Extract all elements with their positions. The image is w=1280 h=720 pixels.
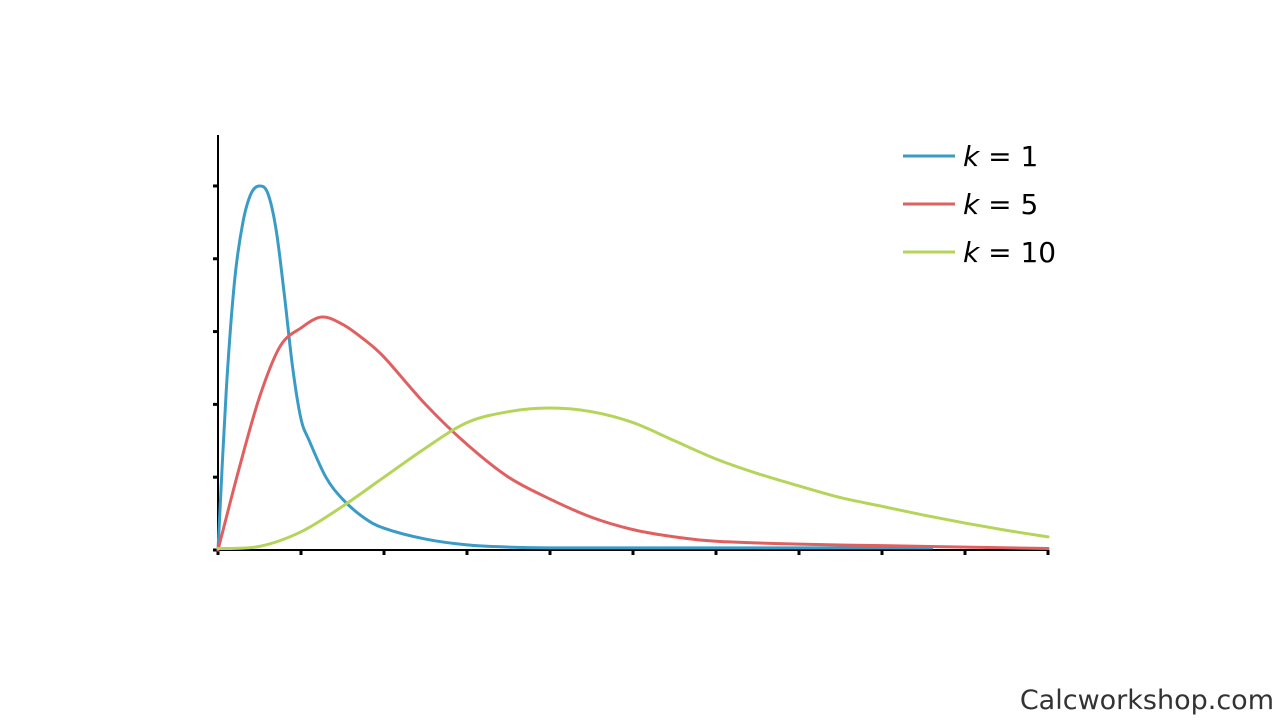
legend-label: k = 5 [963, 188, 1038, 221]
legend-item: k = 5 [903, 188, 1038, 221]
legend-value: = 5 [979, 188, 1038, 221]
legend-var: k [963, 140, 981, 173]
legend-value: = 1 [979, 140, 1038, 173]
legend-label: k = 1 [963, 140, 1038, 173]
legend-var: k [963, 236, 981, 269]
legend-label: k = 10 [963, 236, 1056, 269]
series-line-2 [216, 315, 1050, 552]
legend-value: = 10 [979, 236, 1056, 269]
watermark: Calcworkshop.com [1019, 685, 1274, 716]
plot-area [213, 135, 1050, 555]
series-group [216, 184, 1050, 552]
legend-var: k [963, 188, 981, 221]
legend: k = 1k = 5k = 10 [903, 140, 1056, 269]
series-line-3 [216, 406, 1050, 551]
legend-item: k = 1 [903, 140, 1038, 173]
series-line-1 [216, 184, 934, 552]
legend-item: k = 10 [903, 236, 1056, 269]
